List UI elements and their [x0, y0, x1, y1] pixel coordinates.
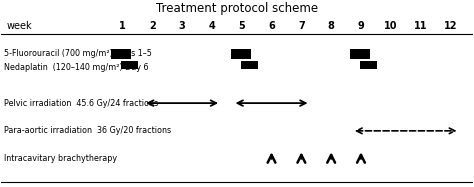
Text: 10: 10	[384, 21, 398, 31]
Bar	[350, 49, 370, 59]
Text: 9: 9	[357, 21, 365, 31]
Text: week: week	[6, 21, 32, 31]
Text: 6: 6	[268, 21, 275, 31]
Bar	[231, 49, 251, 59]
Text: Treatment protocol scheme: Treatment protocol scheme	[156, 2, 318, 15]
Text: 3: 3	[179, 21, 185, 31]
Bar	[111, 49, 131, 59]
Text: 5-Fluorouracil (700 mg/m²) Days 1–5
Nedaplatin  (120–140 mg/m²) Day 6: 5-Fluorouracil (700 mg/m²) Days 1–5 Neda…	[4, 50, 152, 72]
Text: 1: 1	[119, 21, 126, 31]
Text: 12: 12	[444, 21, 457, 31]
Text: Para-aortic irradiation  36 Gy/20 fractions: Para-aortic irradiation 36 Gy/20 fractio…	[4, 126, 172, 135]
Text: 7: 7	[298, 21, 305, 31]
Text: 2: 2	[149, 21, 155, 31]
Text: 4: 4	[209, 21, 215, 31]
Text: 11: 11	[414, 21, 428, 31]
Text: Intracavitary brachytherapy: Intracavitary brachytherapy	[4, 154, 118, 163]
Bar	[241, 61, 258, 69]
Bar	[121, 61, 138, 69]
Bar	[360, 61, 377, 69]
Text: 5: 5	[238, 21, 245, 31]
Text: 8: 8	[328, 21, 335, 31]
Text: Pelvic irradiation  45.6 Gy/24 fractions: Pelvic irradiation 45.6 Gy/24 fractions	[4, 99, 158, 108]
